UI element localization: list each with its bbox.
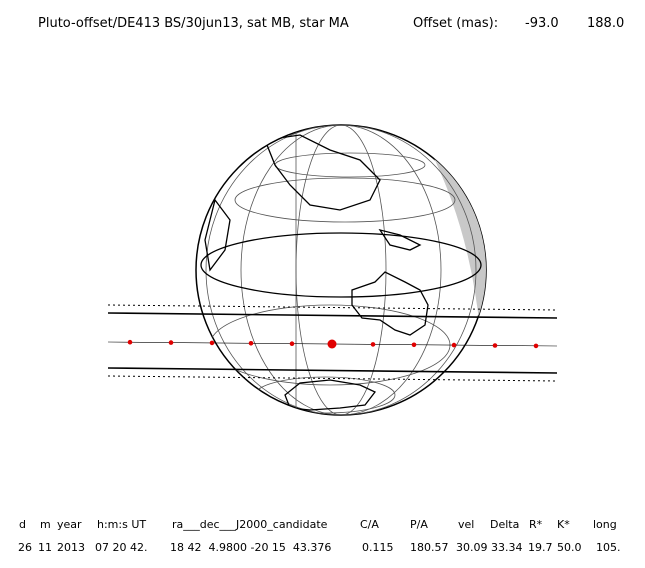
table-cell: 26 (18, 541, 32, 554)
table-cell: 11 (38, 541, 52, 554)
table-header: d (19, 518, 26, 531)
table-header: C/A (360, 518, 379, 531)
table-cell: 105. (596, 541, 621, 554)
table-cell: 50.0 (557, 541, 582, 554)
table-header: ra___dec___J2000_candidate (172, 518, 328, 531)
table-cell: 07 20 42. (95, 541, 147, 554)
table-header: year (57, 518, 82, 531)
table-header: m (40, 518, 51, 531)
table-cell: 33.34 (491, 541, 523, 554)
table-header: R* (529, 518, 543, 531)
table-cell: 30.09 (456, 541, 488, 554)
title: Pluto-offset/DE413 BS/30jun13, sat MB, s… (38, 16, 349, 31)
event-table: d m year h:m:s UT ra___dec___J2000_candidate… (18, 518, 621, 554)
offset-value: 188.0 (587, 16, 624, 31)
table-cell: 19.7 (528, 541, 553, 554)
table-header: vel (458, 518, 474, 531)
table-cell: 0.115 (362, 541, 394, 554)
globe (195, 124, 487, 416)
table-header: long (593, 518, 617, 531)
table-header: Delta (490, 518, 519, 531)
table-cell: 180.57 (410, 541, 449, 554)
table-cell: 18 42 4.9800 -20 15 43.376 (170, 541, 331, 554)
offset-label: Offset (mas): (413, 16, 498, 31)
table-header: K* (557, 518, 570, 531)
table-cell: 2013 (57, 541, 85, 554)
table-header: h:m:s UT (97, 518, 146, 531)
table-header: P/A (410, 518, 428, 531)
offset-value: -93.0 (525, 16, 559, 31)
time-markers (127, 339, 539, 349)
